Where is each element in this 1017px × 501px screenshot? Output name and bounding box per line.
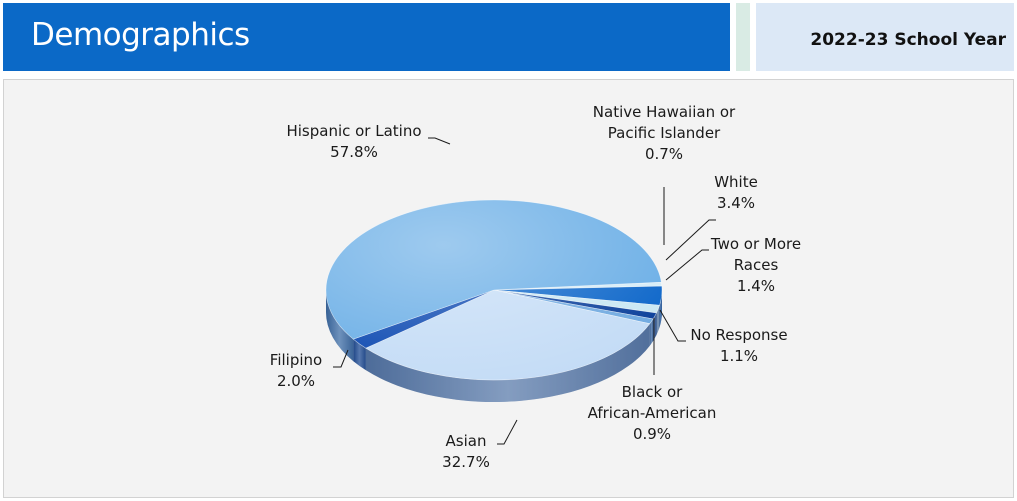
data-label-value-white: 3.4% (717, 194, 755, 212)
data-label-name-native-hawaiian-or-pacific-islander: Pacific Islander (608, 124, 721, 142)
school-year-label: 2022-23 School Year (810, 30, 1006, 50)
pie-side-filipino (353, 339, 366, 371)
data-label-name-black-or-african-american: Black or (622, 383, 684, 401)
data-label-value-two-or-more-races: 1.4% (737, 277, 775, 295)
pie-side-tint-asian (365, 323, 650, 402)
pie-side-tint-two-or-more-races (656, 305, 660, 335)
data-label-name-black-or-african-american: African-American (588, 404, 717, 422)
data-label-name-no-response: No Response (690, 326, 787, 344)
chart-panel: Native Hawaiian or Pacific Islander 0.7% Wh… (3, 79, 1014, 498)
header-divider-gap (750, 3, 754, 71)
page-title: Demographics (31, 17, 250, 53)
data-label-name-two-or-more-races: Two or More (710, 235, 801, 253)
data-label-name-two-or-more-races: Races (734, 256, 779, 274)
data-label-name-white: White (714, 173, 758, 191)
data-label-value-filipino: 2.0% (277, 372, 315, 390)
school-year-box: 2022-23 School Year (756, 3, 1014, 71)
pie-side-tint-filipino (353, 339, 366, 371)
header-bar: Demographics (3, 3, 730, 71)
pie-side-asian (365, 323, 650, 402)
data-label-value-native-hawaiian-or-pacific-islander: 0.7% (645, 145, 683, 163)
data-label-name-hispanic-or-latino: Hispanic or Latino (286, 122, 421, 140)
data-label-name-asian: Asian (446, 432, 487, 450)
data-label-value-no-response: 1.1% (720, 347, 758, 365)
pie-side-two-or-more-races (656, 305, 660, 335)
leader-line-no-response (659, 309, 686, 342)
header-divider (736, 3, 750, 71)
leader-line-two-or-more-races (665, 249, 709, 281)
data-label-name-native-hawaiian-or-pacific-islander: Native Hawaiian or (593, 103, 736, 121)
data-label-value-asian: 32.7% (442, 453, 490, 471)
pie-side-black-or-african-american (649, 318, 654, 346)
demographics-pie-chart: Native Hawaiian or Pacific Islander 0.7% Wh… (270, 103, 801, 471)
data-label-name-filipino: Filipino (270, 351, 322, 369)
leader-line-asian (497, 419, 518, 445)
leader-line-filipino (333, 349, 349, 368)
leader-line-hispanic-or-latino (428, 137, 451, 145)
leader-line-white (665, 219, 716, 261)
pie-gloss (326, 200, 662, 380)
pie-side-tint-black-or-african-american (649, 318, 654, 346)
data-label-value-hispanic-or-latino: 57.8% (330, 143, 378, 161)
data-label-value-black-or-african-american: 0.9% (633, 425, 671, 443)
